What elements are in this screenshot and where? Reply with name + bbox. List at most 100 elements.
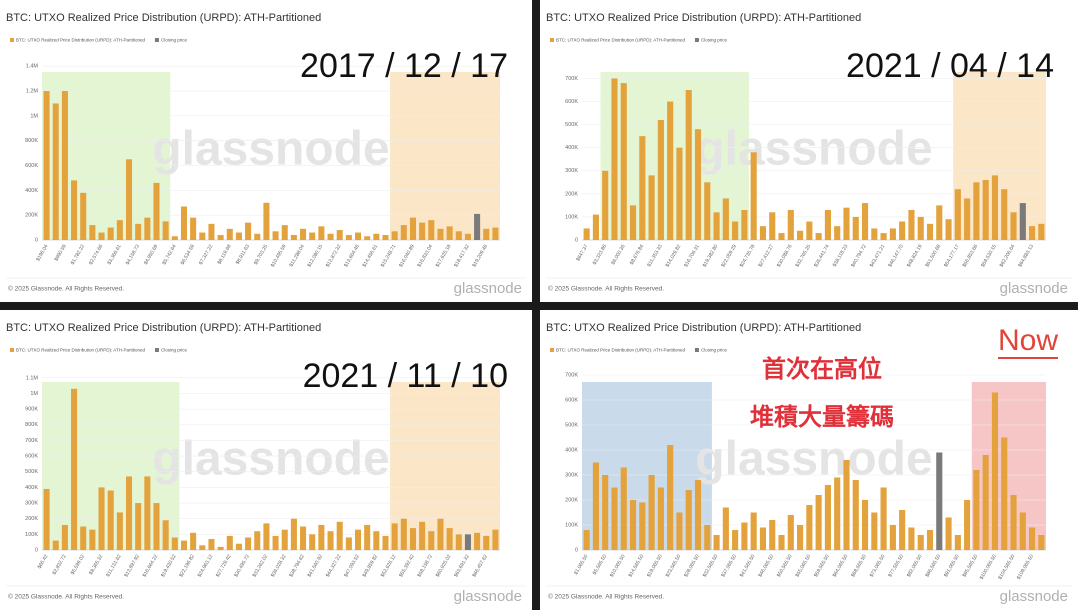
- bar: [464, 233, 471, 240]
- bar: [98, 487, 105, 550]
- bar: [217, 235, 224, 240]
- bar: [843, 460, 850, 550]
- bar: [318, 226, 325, 240]
- bar: [226, 228, 233, 240]
- y-tick-label: 700K: [565, 372, 578, 378]
- bar: [272, 231, 279, 240]
- bar: [281, 225, 288, 240]
- bar: [125, 159, 133, 240]
- legend-label: BTC: UTXO Realized Price Distribution (U…: [16, 348, 145, 353]
- bar: [861, 500, 869, 550]
- bar: [382, 235, 389, 240]
- legend-swatch: [154, 38, 159, 42]
- bar: [611, 487, 618, 550]
- chart-title: BTC: UTXO Realized Price Distribution (U…: [6, 322, 321, 334]
- bar: [945, 219, 952, 240]
- y-tick-label: 1M: [30, 113, 38, 119]
- bar: [254, 531, 261, 550]
- watermark: glassnode: [152, 433, 389, 486]
- footer: © 2025 Glassnode. All Rights Reserved.: [8, 285, 124, 293]
- bar: [899, 221, 906, 240]
- bar: [71, 180, 78, 240]
- bar: [446, 226, 453, 240]
- bar: [345, 537, 352, 550]
- bar: [1038, 535, 1045, 550]
- bar: [263, 523, 270, 550]
- bar: [245, 222, 252, 240]
- bar: [750, 152, 757, 240]
- bar: [281, 529, 288, 550]
- y-tick-label: 1.1M: [26, 375, 39, 381]
- bar: [483, 535, 490, 550]
- bar: [982, 455, 989, 550]
- bar: [43, 488, 50, 550]
- bar: [685, 490, 692, 550]
- bar: [190, 217, 197, 240]
- bar: [759, 527, 767, 550]
- footer: © 2025 Glassnode. All Rights Reserved.: [548, 593, 664, 601]
- bar: [235, 232, 242, 240]
- bar: [722, 198, 729, 240]
- bar: [991, 392, 999, 550]
- bar: [98, 232, 105, 240]
- bar: [620, 83, 627, 240]
- bar: [400, 225, 407, 240]
- bar: [667, 445, 674, 550]
- bar: [336, 230, 343, 240]
- watermark: glassnode: [695, 433, 932, 486]
- bar: [409, 217, 417, 240]
- y-tick-label: 1M: [30, 391, 38, 397]
- bar: [611, 78, 618, 240]
- bar: [1019, 512, 1026, 550]
- bar: [309, 534, 316, 550]
- bar: [676, 512, 683, 550]
- bar: [592, 214, 599, 240]
- bar: [908, 527, 915, 550]
- bar: [583, 530, 590, 550]
- bar: [336, 521, 343, 550]
- bar: [419, 521, 426, 550]
- y-tick-label: 600K: [565, 99, 578, 105]
- bar: [290, 235, 297, 240]
- y-tick-label: 700K: [25, 438, 38, 444]
- bar: [135, 503, 142, 550]
- bar: [657, 487, 664, 550]
- y-tick-label: 1.2M: [26, 88, 39, 94]
- note: 堆積大量籌碼: [750, 403, 894, 431]
- bar: [409, 528, 417, 550]
- bar: [880, 487, 887, 550]
- legend-swatch: [154, 348, 159, 352]
- bar: [750, 512, 757, 550]
- legend-swatch: [694, 38, 699, 42]
- legend-label: Closing price: [701, 348, 728, 353]
- note: 首次在高位: [762, 355, 882, 383]
- bar: [364, 236, 371, 240]
- bar: [61, 524, 68, 550]
- bar: [936, 205, 943, 240]
- bar: [226, 535, 233, 550]
- bar: [871, 228, 878, 240]
- bar: [153, 182, 160, 240]
- bar: [199, 545, 206, 550]
- panel: BTC: UTXO Realized Price Distribution (U…: [540, 310, 1078, 610]
- y-tick-label: 200K: [565, 497, 578, 503]
- y-tick-label: 800K: [25, 138, 38, 144]
- bar: [926, 530, 934, 550]
- bar: [852, 216, 859, 240]
- bar: [263, 202, 270, 240]
- bar: [446, 528, 453, 550]
- bar: [871, 512, 878, 550]
- bar: [180, 540, 188, 550]
- bar: [373, 531, 380, 550]
- highlight-zone: [390, 72, 500, 240]
- y-tick-label: 1.4M: [26, 64, 39, 70]
- bar: [135, 223, 142, 240]
- bar: [116, 220, 123, 240]
- panel: BTC: UTXO Realized Price Distribution (U…: [0, 0, 532, 302]
- y-tick-label: 100K: [565, 522, 578, 528]
- bar: [455, 231, 462, 240]
- legend-swatch: [10, 38, 14, 42]
- bar: [732, 530, 739, 550]
- bar: [741, 210, 748, 240]
